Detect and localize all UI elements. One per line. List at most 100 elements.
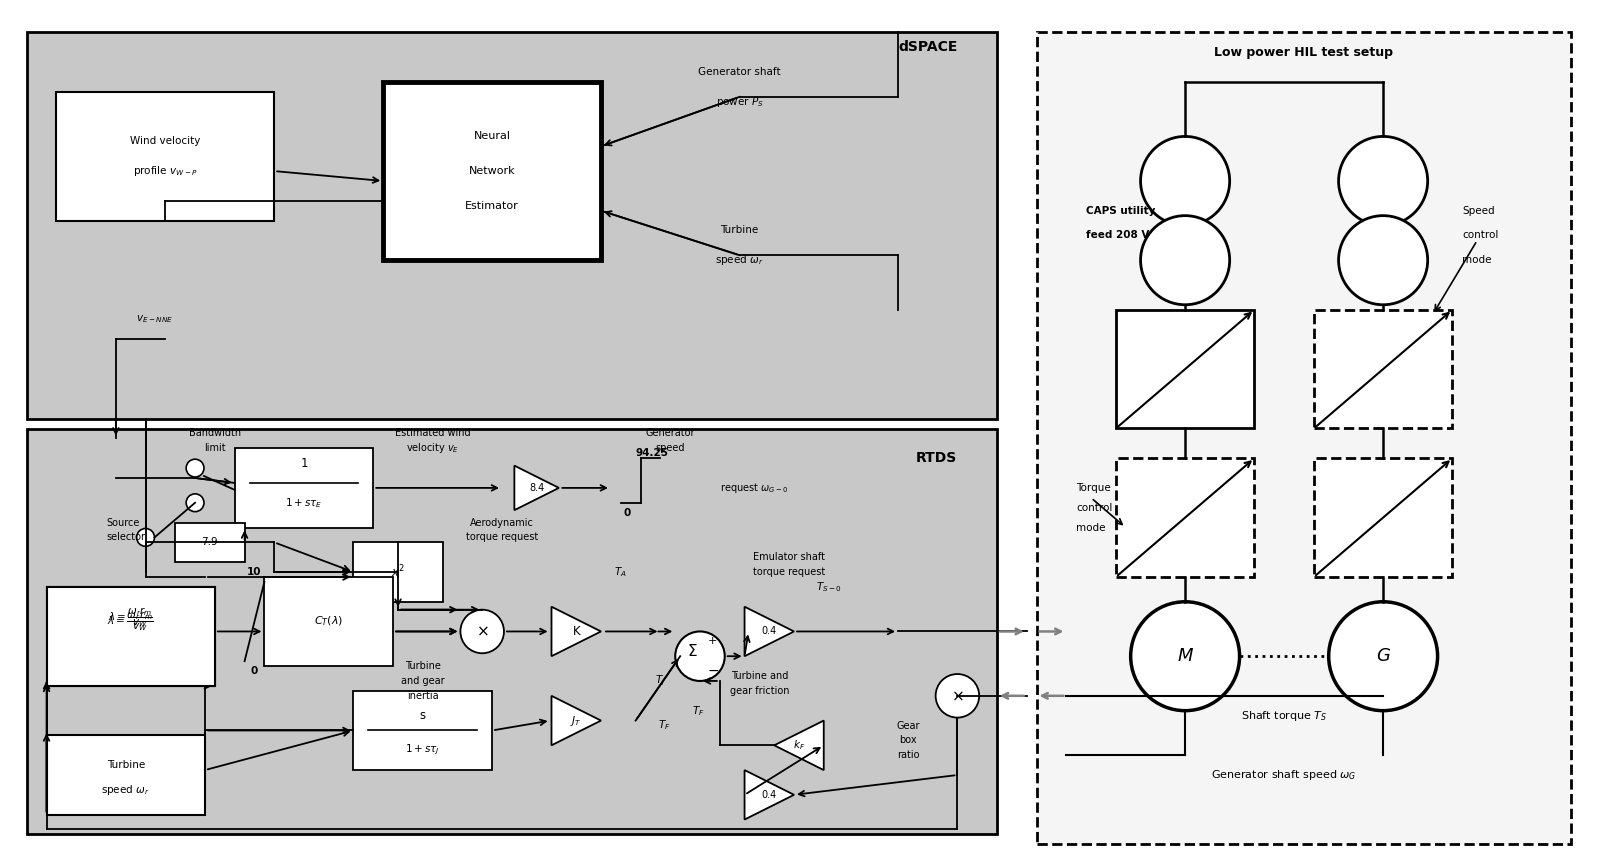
Text: 1: 1 — [300, 457, 308, 470]
Text: K: K — [572, 625, 580, 638]
Text: gear friction: gear friction — [730, 686, 789, 696]
Bar — [1314, 458, 1453, 577]
Circle shape — [185, 459, 205, 477]
Text: −: − — [708, 664, 719, 678]
Text: Estimator: Estimator — [465, 201, 519, 211]
Text: $\Sigma$: $\Sigma$ — [687, 644, 697, 659]
Text: $T_A$: $T_A$ — [614, 565, 626, 579]
Circle shape — [1141, 216, 1230, 305]
Text: Estimated wind: Estimated wind — [395, 428, 470, 439]
Circle shape — [1141, 136, 1230, 225]
Text: Emulator shaft: Emulator shaft — [753, 552, 825, 562]
Text: Aerodynamic: Aerodynamic — [470, 518, 534, 528]
Polygon shape — [551, 607, 601, 656]
Bar — [46, 587, 214, 686]
Bar — [27, 428, 997, 835]
Text: profile $v_{W-P}$: profile $v_{W-P}$ — [133, 164, 198, 178]
Text: Speed: Speed — [1462, 206, 1496, 216]
Bar — [1314, 309, 1453, 428]
Bar — [46, 587, 214, 686]
Circle shape — [935, 674, 980, 717]
Circle shape — [1328, 602, 1438, 710]
Text: power $P_S$: power $P_S$ — [716, 95, 764, 109]
Text: 0.4: 0.4 — [762, 790, 777, 800]
Bar — [384, 82, 601, 261]
Bar — [1037, 33, 1571, 844]
Text: $T_F$: $T_F$ — [658, 719, 670, 733]
Text: ratio: ratio — [896, 750, 919, 760]
Text: $C_T(\lambda)$: $C_T(\lambda)$ — [315, 614, 344, 628]
Text: request $\omega_{G-0}$: request $\omega_{G-0}$ — [719, 481, 788, 494]
Circle shape — [460, 609, 503, 653]
Text: Torque: Torque — [1075, 482, 1111, 493]
Text: mode: mode — [1075, 523, 1106, 532]
Text: box: box — [900, 735, 917, 746]
Text: velocity $v_E$: velocity $v_E$ — [406, 441, 459, 455]
Bar — [56, 92, 275, 220]
Polygon shape — [775, 721, 823, 770]
Text: speed $\omega_r$: speed $\omega_r$ — [101, 782, 150, 797]
Text: 7.9: 7.9 — [201, 537, 219, 548]
Polygon shape — [745, 770, 794, 819]
Bar — [264, 577, 393, 666]
Text: $M$: $M$ — [1176, 647, 1194, 665]
Bar — [46, 735, 205, 815]
Text: feed 208 V: feed 208 V — [1087, 231, 1149, 241]
Text: selector: selector — [105, 532, 145, 542]
Bar — [1115, 309, 1254, 428]
Text: $J_T$: $J_T$ — [570, 714, 582, 728]
Text: Gear: Gear — [896, 721, 920, 730]
Text: $k_F$: $k_F$ — [793, 739, 805, 752]
Text: 0: 0 — [623, 507, 631, 518]
Text: $T_J$: $T_J$ — [655, 674, 665, 688]
Text: $1 + s\tau_J$: $1 + s\tau_J$ — [406, 743, 439, 758]
Text: Turbine: Turbine — [721, 225, 759, 236]
Text: 0: 0 — [251, 666, 259, 676]
Bar — [176, 523, 244, 562]
Text: Generator shaft: Generator shaft — [698, 67, 781, 77]
Text: CAPS utility: CAPS utility — [1087, 206, 1155, 216]
Circle shape — [1339, 136, 1427, 225]
Text: Low power HIL test setup: Low power HIL test setup — [1214, 45, 1393, 59]
Text: inertia: inertia — [407, 691, 438, 701]
Text: $G$: $G$ — [1376, 647, 1390, 665]
Text: $\lambda=\dfrac{\omega_r r_m}{v_W}$: $\lambda=\dfrac{\omega_r r_m}{v_W}$ — [109, 605, 153, 628]
Text: 10: 10 — [248, 567, 262, 577]
Text: dSPACE: dSPACE — [898, 40, 957, 54]
Text: Generator shaft speed $\omega_G$: Generator shaft speed $\omega_G$ — [1211, 768, 1357, 782]
Text: Turbine: Turbine — [107, 760, 145, 770]
Bar — [353, 542, 443, 602]
Text: $T_F$: $T_F$ — [692, 704, 705, 717]
Text: torque request: torque request — [467, 532, 539, 542]
Text: $\times$: $\times$ — [951, 688, 964, 704]
Circle shape — [1131, 602, 1240, 710]
Text: $\times$: $\times$ — [476, 624, 489, 639]
Text: mode: mode — [1462, 255, 1493, 265]
Polygon shape — [515, 465, 559, 510]
Circle shape — [1339, 216, 1427, 305]
Text: torque request: torque request — [753, 567, 825, 577]
Text: speed: speed — [655, 443, 686, 453]
Text: $1 + s\tau_E$: $1 + s\tau_E$ — [284, 496, 323, 510]
Text: Network: Network — [468, 166, 516, 176]
Text: s: s — [420, 709, 425, 722]
Bar — [353, 691, 492, 770]
Text: 8.4: 8.4 — [529, 482, 545, 493]
Circle shape — [137, 529, 155, 546]
Text: $v_{E-NNE}$: $v_{E-NNE}$ — [136, 314, 173, 326]
Text: limit: limit — [205, 443, 225, 453]
Text: $T_{S-0}$: $T_{S-0}$ — [815, 580, 842, 594]
Text: speed $\omega_r$: speed $\omega_r$ — [716, 253, 764, 267]
Text: control: control — [1075, 503, 1112, 512]
Text: control: control — [1462, 231, 1499, 241]
Text: 94.25: 94.25 — [636, 448, 668, 458]
Bar — [1115, 458, 1254, 577]
Bar — [235, 448, 374, 528]
Text: $\lambda = \dfrac{\omega_r\, r_m}{v_W}$: $\lambda = \dfrac{\omega_r\, r_m}{v_W}$ — [107, 609, 153, 633]
Text: Source: Source — [105, 518, 139, 528]
Text: 0.4: 0.4 — [762, 626, 777, 637]
Circle shape — [185, 494, 205, 512]
Text: Generator: Generator — [646, 428, 695, 439]
Text: RTDS: RTDS — [916, 451, 957, 465]
Polygon shape — [551, 696, 601, 746]
